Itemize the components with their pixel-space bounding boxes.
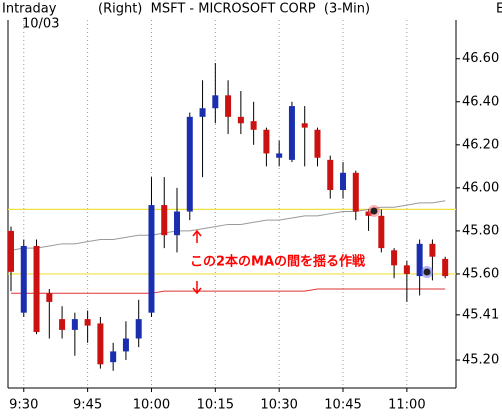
candle-body	[186, 116, 193, 212]
y-tick-label: 45.20	[462, 353, 499, 368]
y-tick-label: 46.60	[462, 51, 499, 66]
candle-body	[135, 319, 142, 339]
annotation: この2本のMAの間を揺る作戦	[190, 254, 366, 270]
highlight-dots	[368, 205, 433, 278]
corner-label: E	[496, 2, 502, 17]
y-tick-label: 46.40	[462, 94, 499, 109]
candle-body	[314, 129, 321, 158]
candle-body	[225, 95, 232, 117]
candle-body	[403, 265, 410, 274]
candle-body	[391, 250, 398, 266]
candle-body	[340, 172, 347, 191]
annotation-arrows	[192, 229, 202, 295]
x-tick-label: 10:30	[260, 398, 297, 413]
candle-body	[352, 172, 359, 212]
x-tick-label: 9:45	[73, 398, 102, 413]
candle-body	[148, 205, 155, 313]
candle-body	[250, 121, 257, 130]
x-tick-label: 9:30	[9, 398, 38, 413]
candle-body	[276, 153, 283, 158]
candle-body	[174, 211, 181, 236]
candle-body	[59, 319, 66, 330]
candle-body	[97, 323, 104, 365]
x-tick-label: 11:00	[388, 398, 425, 413]
candle-body	[288, 106, 295, 160]
y-tick-label: 45.80	[462, 223, 499, 238]
candle-body	[71, 319, 78, 330]
candle-body	[263, 129, 270, 154]
y-tick-label: 45.60	[462, 266, 499, 281]
header-left: Intraday	[2, 2, 57, 17]
candle-body	[84, 319, 91, 326]
candle-body	[33, 245, 40, 333]
ma-line	[11, 288, 446, 294]
candle-body	[301, 123, 308, 128]
candle-body	[20, 245, 27, 313]
candle-body	[378, 215, 385, 249]
candle-body	[365, 211, 372, 216]
candle-body	[8, 230, 14, 272]
candle-body	[212, 95, 219, 109]
candle-body	[199, 108, 206, 117]
y-tick-label: 46.00	[462, 180, 499, 195]
candle-body	[442, 258, 449, 277]
candle-body	[110, 351, 117, 363]
candle-body	[122, 338, 129, 352]
header-date: 10/03	[22, 17, 59, 32]
x-tick-label: 10:45	[324, 398, 361, 413]
candle-body	[429, 243, 436, 257]
chart-title: (Right) MSFT - MICROSOFT CORP (3-Min)	[98, 2, 370, 17]
candle-body	[46, 293, 53, 302]
candle-body	[161, 205, 168, 236]
x-tick-label: 10:15	[197, 398, 234, 413]
candle-body	[237, 116, 244, 124]
y-tick-label: 45.41	[462, 307, 499, 322]
y-tick-label: 46.20	[462, 137, 499, 152]
candle-body	[416, 243, 423, 277]
candle-body	[327, 159, 334, 191]
x-tick-label: 10:00	[133, 398, 170, 413]
